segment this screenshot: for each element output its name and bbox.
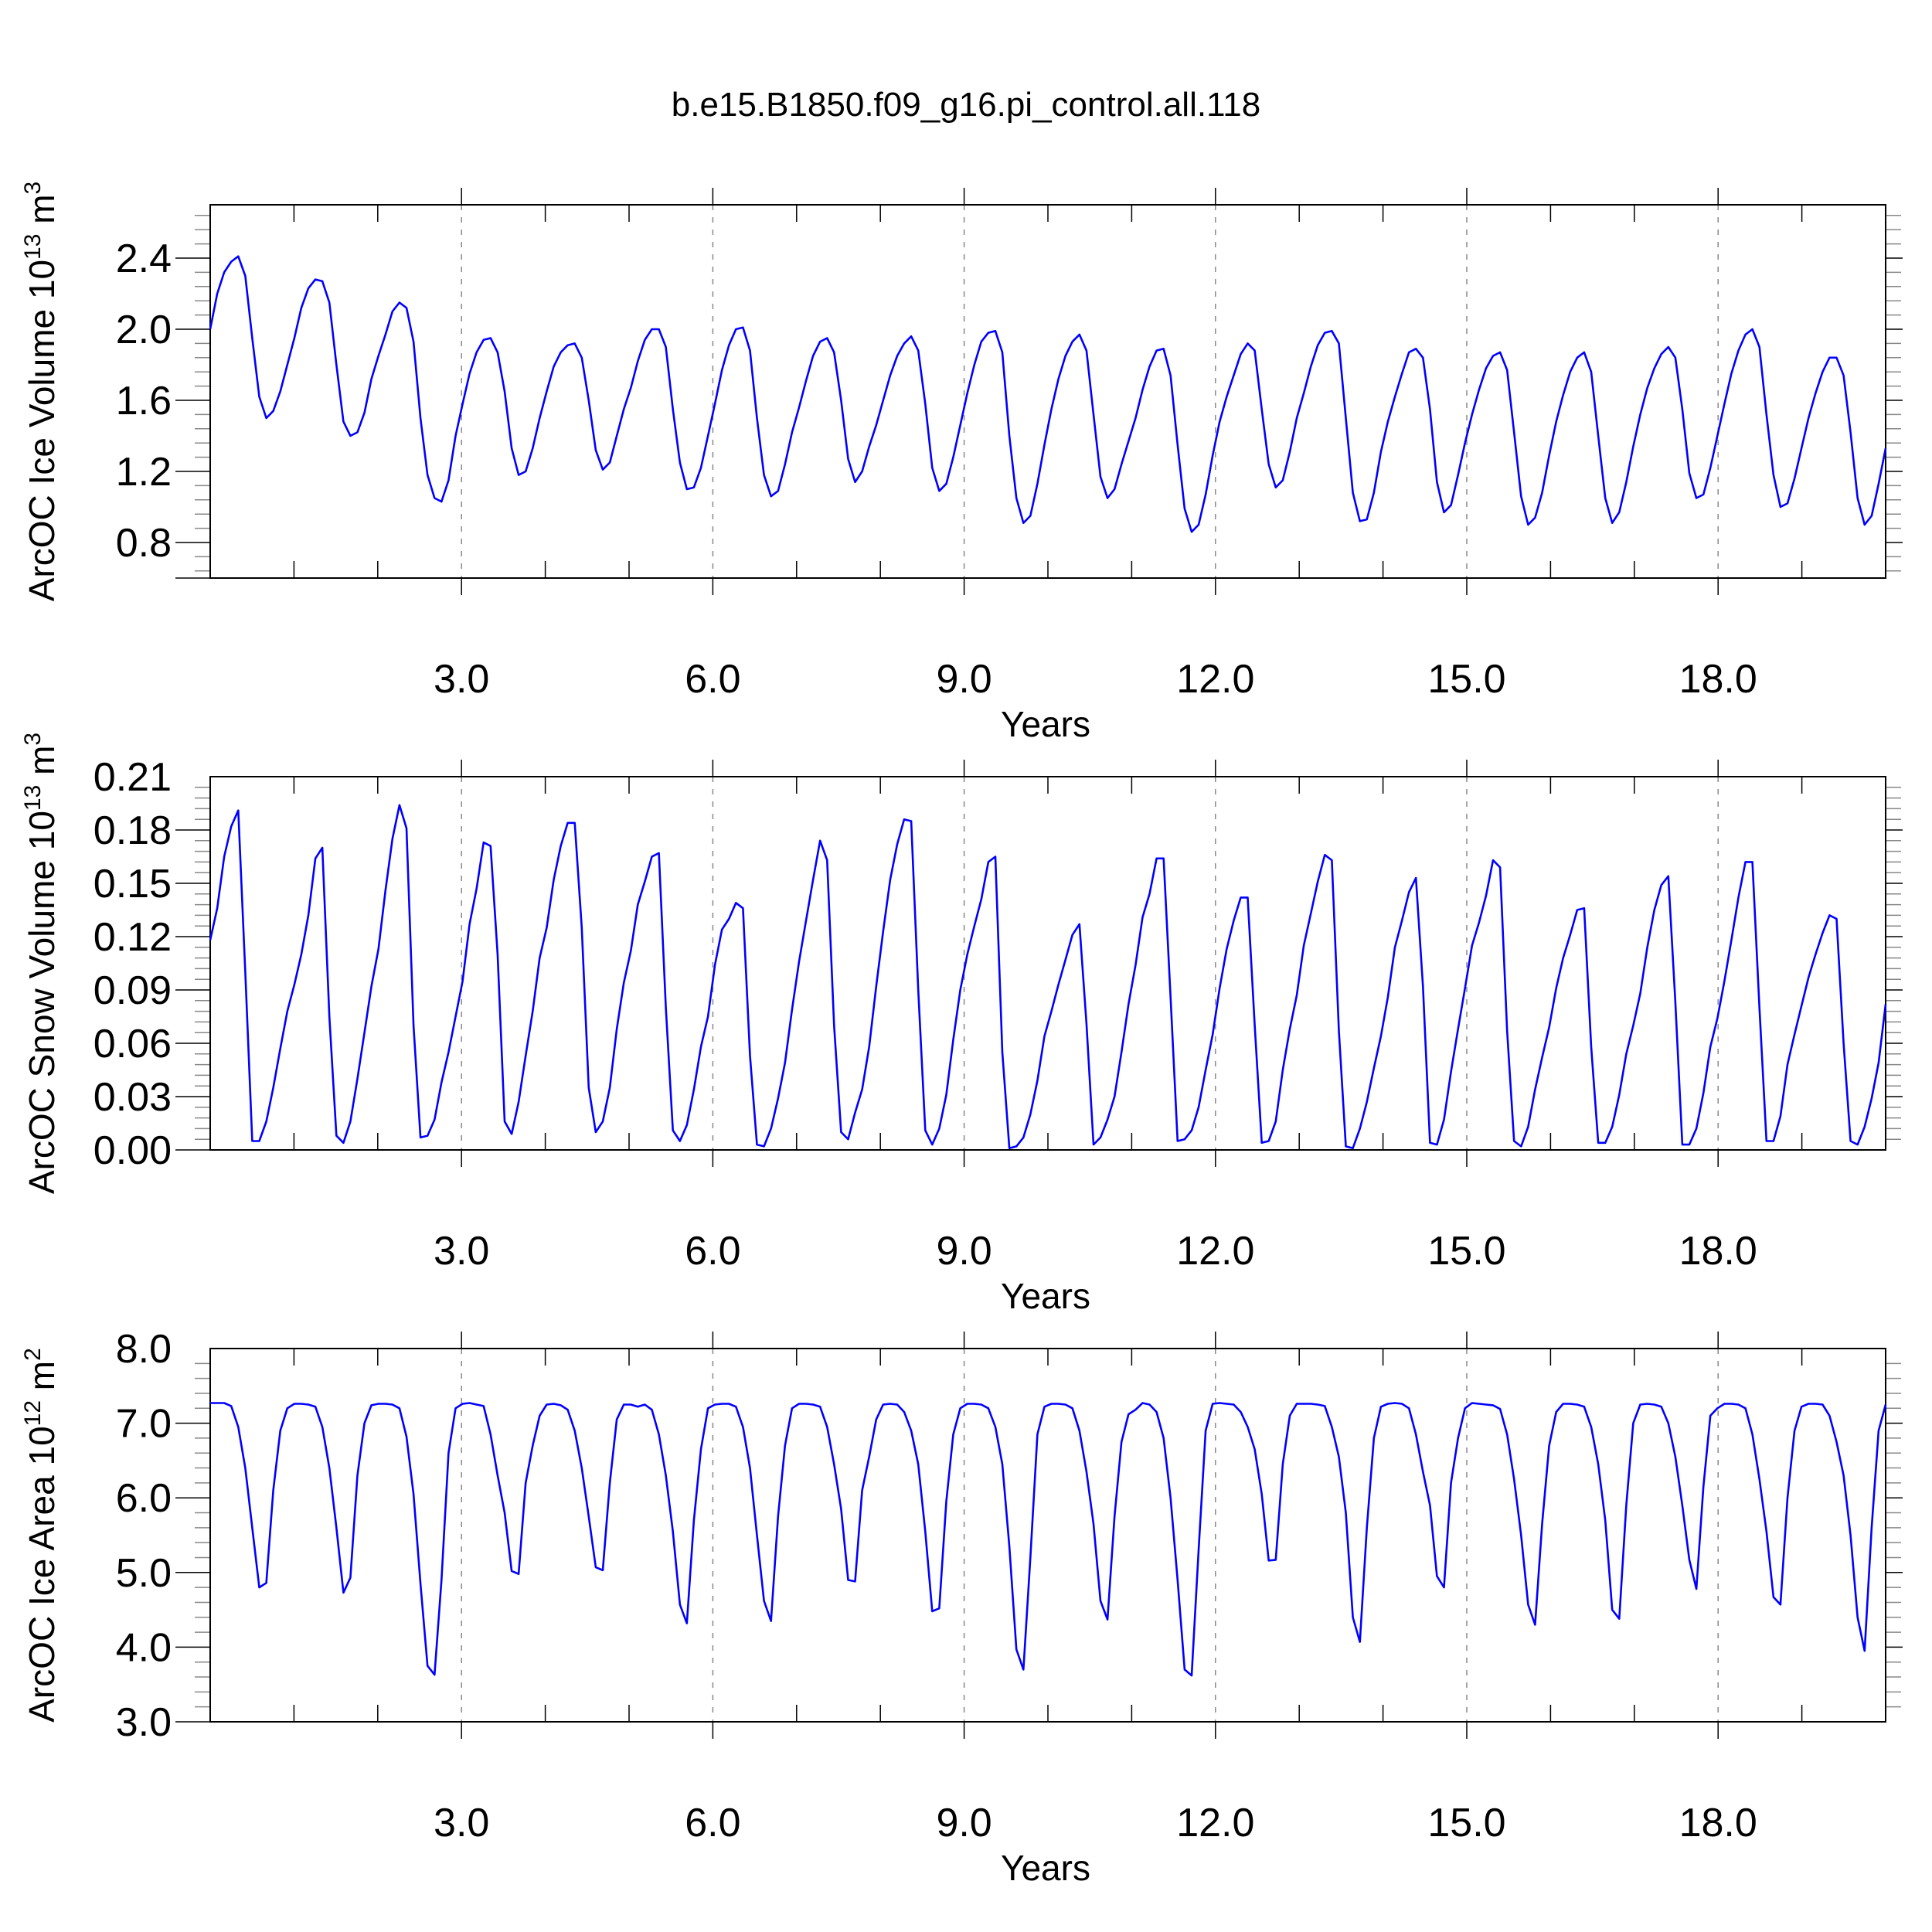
panel-ice-volume: 0.8 1.2 1.6 2.0 2.4 3.0 6.0 9.0 12.0 15.0 18.0 Year… [20, 182, 1903, 744]
y-tick-label: 0.03 [94, 1075, 172, 1120]
y-tick-label: 3.0 [116, 1700, 172, 1745]
x-tick-label: 9.0 [936, 657, 992, 702]
x-tick-label: 12.0 [1176, 657, 1254, 702]
y-tick-label: 0.18 [94, 808, 172, 853]
plot-frame [209, 204, 1886, 579]
y-axis-title-text: ArcOC Ice Area 10 [22, 1426, 62, 1723]
x-axis-title: Years [1001, 1276, 1090, 1316]
y-tick-label: 2.0 [116, 308, 172, 352]
plot-frame [209, 1348, 1886, 1723]
y-axis-title-text: ArcOC Ice Volume 10 [22, 260, 62, 601]
x-tick-label: 18.0 [1679, 1229, 1757, 1274]
y-tick-label: 4.0 [116, 1625, 172, 1670]
y-axis-title-unit-exponent: 3 [20, 182, 46, 195]
x-tick-label: 15.0 [1427, 1229, 1505, 1274]
x-axis-title: Years [1001, 704, 1090, 744]
y-tick-label: 6.0 [116, 1476, 172, 1521]
plot-frame [209, 776, 1886, 1151]
y-tick-label: 0.06 [94, 1022, 172, 1066]
x-tick-label: 9.0 [936, 1229, 992, 1274]
x-tick-label: 18.0 [1679, 657, 1757, 702]
y-axis-title: ArcOC Ice Area 1012 m2 [20, 1348, 62, 1723]
y-tick-label: 0.12 [94, 915, 172, 960]
y-axis-title-unit-exponent: 2 [20, 1348, 46, 1361]
x-tick-label: 3.0 [434, 1229, 489, 1274]
x-tick-label: 12.0 [1176, 1801, 1254, 1845]
y-tick-label: 1.2 [116, 450, 172, 495]
y-axis-title: ArcOC Ice Volume 1013 m3 [20, 182, 62, 601]
x-tick-label: 3.0 [434, 1801, 489, 1845]
y-axis-title: ArcOC Snow Volume 1013 m3 [20, 733, 62, 1194]
y-axis-title-exponent: 13 [20, 785, 46, 811]
y-axis-title-unit-exponent: 3 [20, 733, 46, 746]
x-tick-label: 6.0 [685, 1229, 740, 1274]
y-tick-label: 0.21 [94, 755, 172, 800]
y-tick-label: 8.0 [116, 1327, 172, 1372]
x-axis-title: Years [1001, 1848, 1090, 1888]
y-tick-label: 7.0 [116, 1402, 172, 1447]
series-line [209, 804, 1887, 1149]
figure-title: b.e15.B1850.f09_g16.pi_control.all.118 [672, 86, 1260, 124]
y-tick-label: 0.09 [94, 968, 172, 1013]
panel-snow-volume: 0.00 0.03 0.06 0.09 0.12 0.15 0.18 0.21 3.0 6.0 9.… [20, 733, 1903, 1316]
x-tick-label: 6.0 [685, 657, 740, 702]
series-line [210, 1402, 1887, 1677]
x-tick-label: 9.0 [936, 1801, 992, 1845]
x-tick-label: 18.0 [1679, 1801, 1757, 1845]
y-tick-label: 2.4 [116, 236, 172, 281]
y-tick-label: 5.0 [116, 1551, 172, 1596]
x-tick-label: 15.0 [1427, 657, 1505, 702]
panel-ice-area: 3.0 4.0 5.0 6.0 7.0 8.0 3.0 6.0 9.0 12.0 15.0 18.0 Y… [20, 1327, 1903, 1888]
x-tick-label: 15.0 [1427, 1801, 1505, 1845]
y-tick-label: 0.8 [116, 521, 172, 566]
x-tick-label: 12.0 [1176, 1229, 1254, 1274]
y-axis-title-unit: m [22, 1361, 62, 1400]
series-line [209, 255, 1887, 533]
y-tick-label: 0.00 [94, 1128, 172, 1173]
y-axis-title-unit: m [22, 746, 62, 785]
x-tick-label: 6.0 [685, 1801, 740, 1845]
y-axis-title-text: ArcOC Snow Volume 10 [22, 811, 62, 1194]
y-axis-title-exponent: 12 [20, 1400, 46, 1426]
y-axis-title-exponent: 13 [20, 234, 46, 260]
x-tick-label: 3.0 [434, 657, 489, 702]
y-tick-label: 0.15 [94, 862, 172, 906]
y-axis-title-unit: m [22, 194, 62, 233]
y-tick-label: 1.6 [116, 379, 172, 423]
